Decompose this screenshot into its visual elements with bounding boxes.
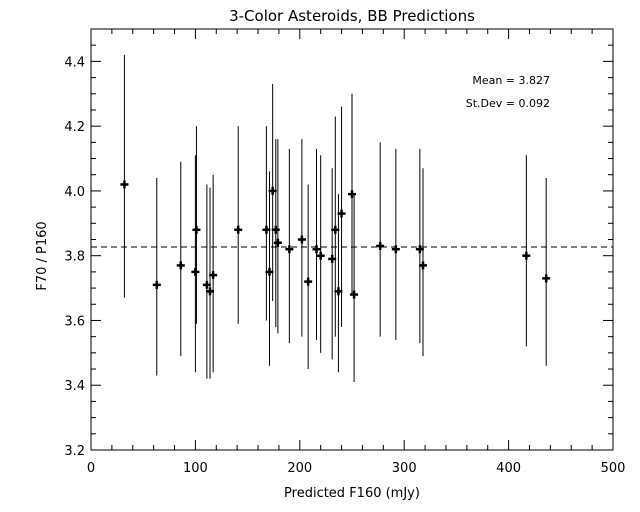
x-tick-label: 400 (496, 461, 521, 476)
y-tick-label: 4.2 (64, 120, 85, 135)
y-tick-label: 4.4 (64, 55, 85, 70)
data-point (348, 93, 356, 295)
x-tick-label: 200 (287, 461, 312, 476)
y-tick-label: 3.6 (64, 314, 85, 329)
data-point (304, 184, 313, 370)
data-point (120, 54, 129, 298)
y-axis-label: F70 / P160 (35, 221, 50, 290)
x-tick-label: 300 (392, 461, 417, 476)
data-point (350, 194, 359, 382)
x-axis-label: Predicted F160 (mJy) (284, 486, 420, 501)
x-tick-labels: 0 100 200 300 400 500 (87, 461, 626, 476)
data-point (297, 139, 306, 337)
data-point (312, 148, 321, 340)
y-tick-labels: 3.2 3.4 3.6 3.8 4.0 4.2 4.4 (64, 55, 85, 459)
data-point (271, 139, 280, 327)
y-tick-label: 3.4 (64, 379, 85, 394)
data-point (337, 106, 346, 327)
data-point (176, 161, 185, 357)
y-tick-label: 4.0 (64, 185, 85, 200)
data-point (391, 148, 400, 340)
data-point (209, 174, 218, 373)
data-point (273, 139, 282, 334)
y-tick-label: 3.8 (64, 250, 85, 265)
x-tick-label: 500 (601, 461, 626, 476)
data-point (376, 142, 385, 337)
axis-ticks (90, 28, 614, 451)
data-point (152, 177, 161, 376)
data-point (192, 126, 201, 324)
data-point (234, 126, 243, 324)
x-tick-label: 100 (183, 461, 208, 476)
data-point (316, 155, 325, 353)
mean-annotation: Mean = 3.827 (472, 74, 550, 87)
data-point (191, 155, 200, 373)
chart-title: 3-Color Asteroids, BB Predictions (229, 7, 475, 25)
data-point (522, 155, 531, 347)
data-point (542, 177, 551, 366)
data-point (418, 168, 427, 357)
data-points (120, 54, 551, 382)
x-tick-label: 0 (87, 461, 95, 476)
data-point (285, 148, 294, 344)
stdev-annotation: St.Dev = 0.092 (466, 97, 550, 110)
y-tick-label: 3.2 (64, 444, 85, 459)
